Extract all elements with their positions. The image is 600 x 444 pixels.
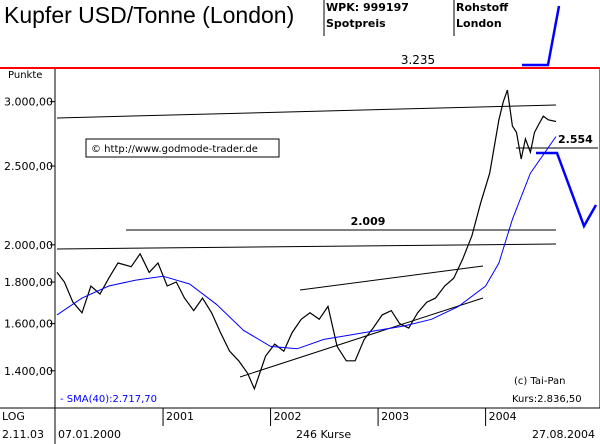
x-tick-label: 2004 — [489, 410, 517, 423]
x-start-label: 07.01.2000 — [58, 428, 121, 441]
log-label: LOG — [2, 410, 25, 423]
copyright-label: (c) Tai-Pan — [514, 376, 566, 387]
price-series-line — [56, 89, 557, 391]
triangle-lower-line — [239, 297, 484, 378]
annotation-2554: 2.554 — [558, 133, 593, 146]
y-tick-label: 1.600,00 — [4, 318, 53, 331]
annotation-3235: 3.235 — [401, 53, 435, 67]
london-label: London — [456, 17, 502, 30]
y-axis-ticks: 1.400,00 1.600,00 1.800,00 2.000,00 2.500,00… — [4, 96, 55, 378]
upper-channel-line — [56, 104, 557, 119]
trend-lines — [56, 104, 598, 378]
watermark-box — [85, 138, 280, 158]
triangle-upper-line — [299, 265, 484, 291]
x-tick-label: 2002 — [274, 410, 302, 423]
bullish-scenario-arrow — [522, 5, 561, 67]
spot-label: Spotpreis — [326, 17, 386, 30]
y-tick-label: 2.500,00 — [4, 160, 53, 173]
wpk-label: WPK: 999197 — [326, 1, 409, 14]
sma-series-line — [56, 136, 557, 350]
chart-title: Kupfer USD/Tonne (London) — [4, 2, 295, 28]
mid-support-line — [56, 243, 557, 250]
y-tick-label: 3.000,00 — [4, 96, 53, 109]
x-axis-ticks: 2001 2002 2003 2004 — [162, 408, 517, 426]
x-tick-label: 2003 — [381, 410, 409, 423]
y-tick-label: 1.400,00 — [4, 365, 53, 378]
y-tick-label: 1.800,00 — [4, 276, 53, 289]
date-label-left: 2.11.03 — [2, 428, 44, 441]
x-end-label: 27.08.2004 — [532, 428, 595, 441]
sma-label: - SMA(40):2.717,70 — [60, 394, 157, 405]
bearish-scenario-arrow — [536, 151, 598, 229]
x-tick-label: 2001 — [166, 410, 194, 423]
watermark-text: © http://www.godmode-trader.de — [91, 144, 258, 155]
plot-frame — [54, 67, 600, 409]
rohstoff-label: Rohstoff — [456, 1, 509, 14]
annotation-2009: 2.009 — [351, 215, 386, 228]
count-label: 246 Kurse — [296, 428, 351, 441]
y-tick-label: 2.000,00 — [4, 239, 53, 252]
y-axis-label: Punkte — [8, 70, 42, 81]
kurs-label: Kurs:2.836,50 — [512, 394, 582, 405]
